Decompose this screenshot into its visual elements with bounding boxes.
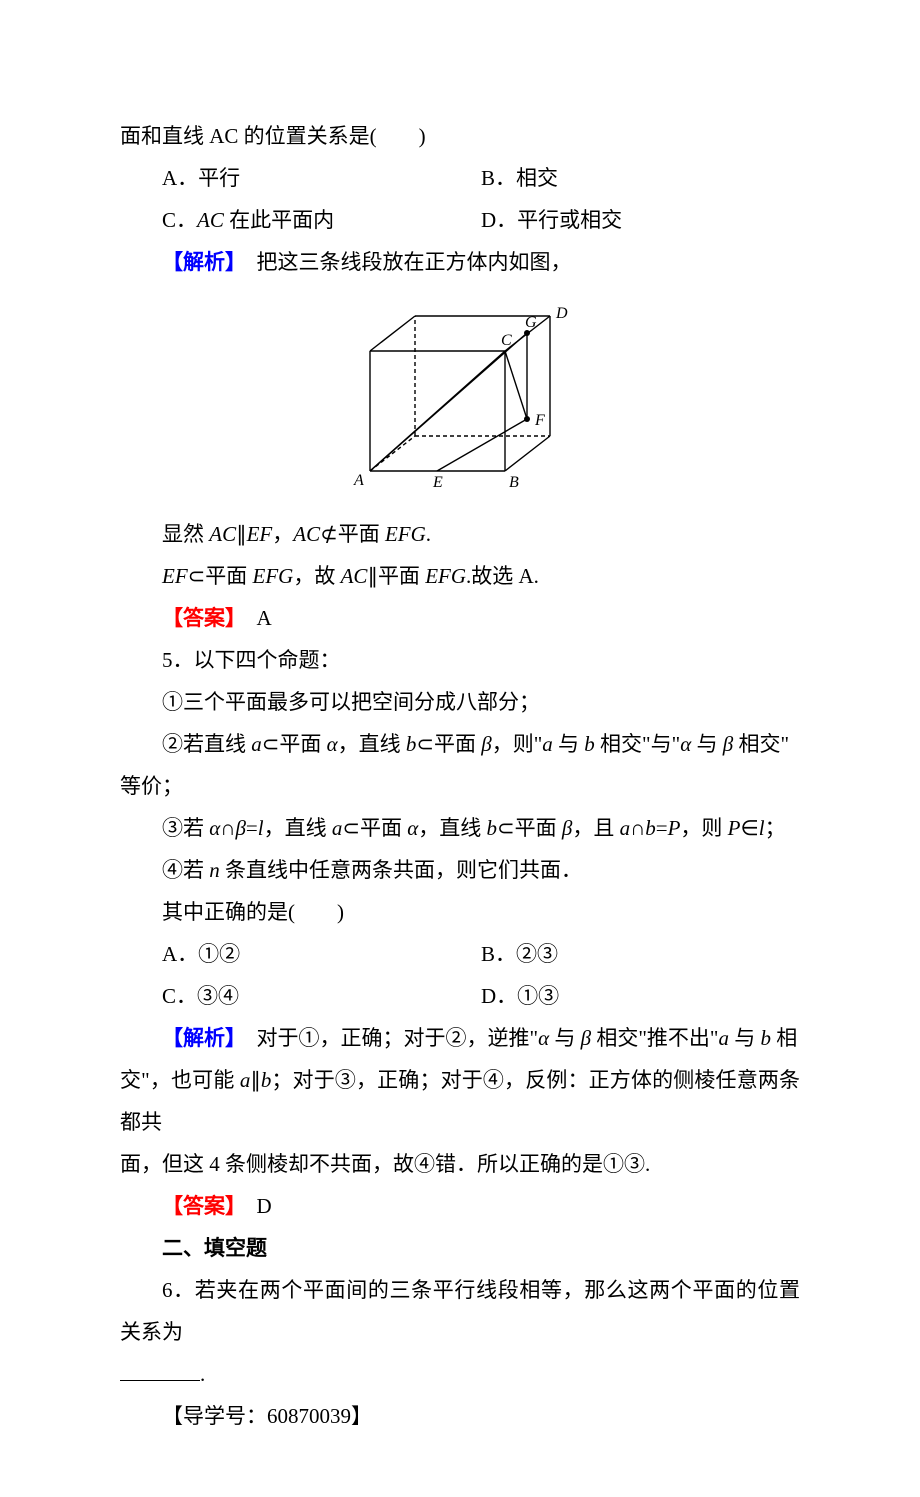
q4-choice-row-2: C．AC 在此平面内 D．平行或相交 <box>120 199 800 241</box>
q5-which: 其中正确的是( ) <box>120 891 800 933</box>
cube-svg: A E B C D F G <box>330 291 590 491</box>
q4-answer-value: A <box>236 606 272 630</box>
q4-opt-c: C．AC 在此平面内 <box>162 199 481 241</box>
q5-opt-d: D．①③ <box>481 975 800 1017</box>
q4-choice-row-1: A．平行 B．相交 <box>120 157 800 199</box>
q4-analysis-text: 把这三条线段放在正方体内如图， <box>236 250 572 274</box>
svg-text:A: A <box>353 472 364 489</box>
q5-choice-row-2: C．③④ D．①③ <box>120 975 800 1017</box>
q4-opt-c-text: C．AC 在此平面内 <box>162 208 334 232</box>
q5-p1: ①三个平面最多可以把空间分成八部分； <box>120 681 800 723</box>
q5-opt-a: A．①② <box>162 933 481 975</box>
q4-answer: 【答案】 A <box>120 597 800 639</box>
svg-text:E: E <box>432 474 443 491</box>
q4-proof-1: 显然 AC∥EF，AC⊄平面 EFG. <box>120 513 800 555</box>
svg-text:D: D <box>555 305 568 322</box>
analysis-label: 【解析】 <box>162 250 236 274</box>
q5-answer: 【答案】 D <box>120 1185 800 1227</box>
section-2-title-text: 二、填空题 <box>162 1236 267 1260</box>
q5-p2-l2: 等价； <box>120 765 800 807</box>
q5-p2-l1: ②若直线 a⊂平面 α，直线 b⊂平面 β，则"a 与 b 相交"与"α 与 β… <box>120 723 800 765</box>
q5-stem: 5．以下四个命题： <box>120 639 800 681</box>
cube-figure: A E B C D F G <box>120 291 800 505</box>
svg-text:B: B <box>509 474 519 491</box>
q4-analysis: 【解析】 把这三条线段放在正方体内如图， <box>120 241 800 283</box>
q6-guide: 【导学号：60870039】 <box>120 1395 800 1437</box>
q5-answer-value: D <box>236 1194 272 1218</box>
q5-analysis-l2: 交"，也可能 a∥b；对于③，正确；对于④，反例：正方体的侧棱任意两条都共 <box>120 1059 800 1143</box>
answer-label: 【答案】 <box>162 1194 236 1218</box>
svg-text:F: F <box>534 412 545 429</box>
q4-stem-text: 面和直线 AC 的位置关系是( ) <box>120 124 426 148</box>
svg-text:C: C <box>501 332 512 349</box>
q4-opt-b: B．相交 <box>481 157 800 199</box>
q6-stem-l1: 6．若夹在两个平面间的三条平行线段相等，那么这两个平面的位置关系为 <box>120 1269 800 1353</box>
q6-stem-l2: . <box>120 1353 800 1395</box>
q5-choice-row-1: A．①② B．②③ <box>120 933 800 975</box>
svg-text:G: G <box>525 314 537 331</box>
fill-blank <box>120 1380 200 1381</box>
q5-p3: ③若 α∩β=l，直线 a⊂平面 α，直线 b⊂平面 β，且 a∩b=P，则 P… <box>120 807 800 849</box>
q4-proof-2: EF⊂平面 EFG，故 AC∥平面 EFG.故选 A. <box>120 555 800 597</box>
answer-label: 【答案】 <box>162 606 236 630</box>
section-2-title: 二、填空题 <box>120 1227 800 1269</box>
analysis-label: 【解析】 <box>162 1026 236 1050</box>
q5-analysis-l3: 面，但这 4 条侧棱却不共面，故④错．所以正确的是①③. <box>120 1143 800 1185</box>
q5-opt-b: B．②③ <box>481 933 800 975</box>
q4-opt-a: A．平行 <box>162 157 481 199</box>
q5-analysis-l1: 【解析】 对于①，正确；对于②，逆推"α 与 β 相交"推不出"a 与 b 相 <box>120 1017 800 1059</box>
q5-opt-c: C．③④ <box>162 975 481 1017</box>
q6-period: . <box>200 1362 205 1386</box>
q4-opt-d: D．平行或相交 <box>481 199 800 241</box>
q4-stem-continuation: 面和直线 AC 的位置关系是( ) <box>120 115 800 157</box>
q5-p4: ④若 n 条直线中任意两条共面，则它们共面． <box>120 849 800 891</box>
